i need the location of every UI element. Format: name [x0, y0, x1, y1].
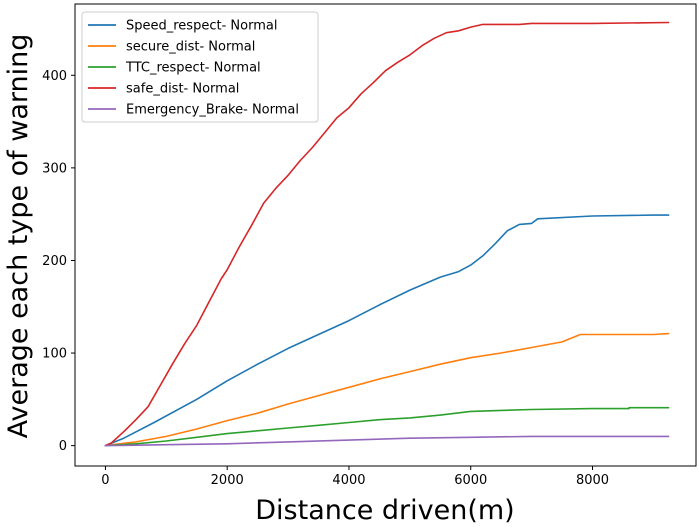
legend-label: Speed_respect- Normal: [126, 19, 277, 34]
plot-area-frame: [74, 3, 697, 467]
x-tick-label: 8000: [576, 473, 609, 488]
x-axis-title: Distance driven(m): [255, 495, 514, 526]
y-tick-label: 300: [42, 161, 67, 176]
series-line-4: [104, 21, 670, 447]
legend-items: Speed_respect- Normal secure_dist- Normal…: [88, 19, 299, 118]
y-tick-label: 200: [42, 254, 67, 269]
y-tick-label: 0: [59, 439, 67, 454]
x-tick-label: 6000: [454, 473, 487, 488]
y-axis-title: Average each type of warning: [3, 34, 34, 439]
y-tick-label: 400: [42, 69, 67, 84]
y-tick-label: 100: [42, 347, 67, 362]
legend-box: [81, 11, 319, 123]
legend-label: safe_dist- Normal: [126, 82, 239, 97]
x-tick-label: 0: [101, 473, 109, 488]
series-line-3: [104, 406, 670, 447]
legend: Speed_respect- Normal secure_dist- Normal…: [81, 11, 319, 123]
x-axis-ticks: 0 2000 4000 6000 8000: [101, 466, 609, 488]
series-line-2: [104, 332, 670, 447]
legend-label: TTC_respect- Normal: [125, 61, 261, 76]
series-lines: [104, 21, 670, 447]
series-line-5: [104, 435, 670, 447]
y-axis-ticks: 0 100 200 300 400: [42, 69, 75, 454]
x-tick-label: 2000: [211, 473, 244, 488]
x-tick-label: 4000: [332, 473, 365, 488]
legend-label: secure_dist- Normal: [126, 40, 255, 55]
series-line-1: [104, 214, 670, 447]
legend-label: Emergency_Brake- Normal: [126, 103, 299, 118]
